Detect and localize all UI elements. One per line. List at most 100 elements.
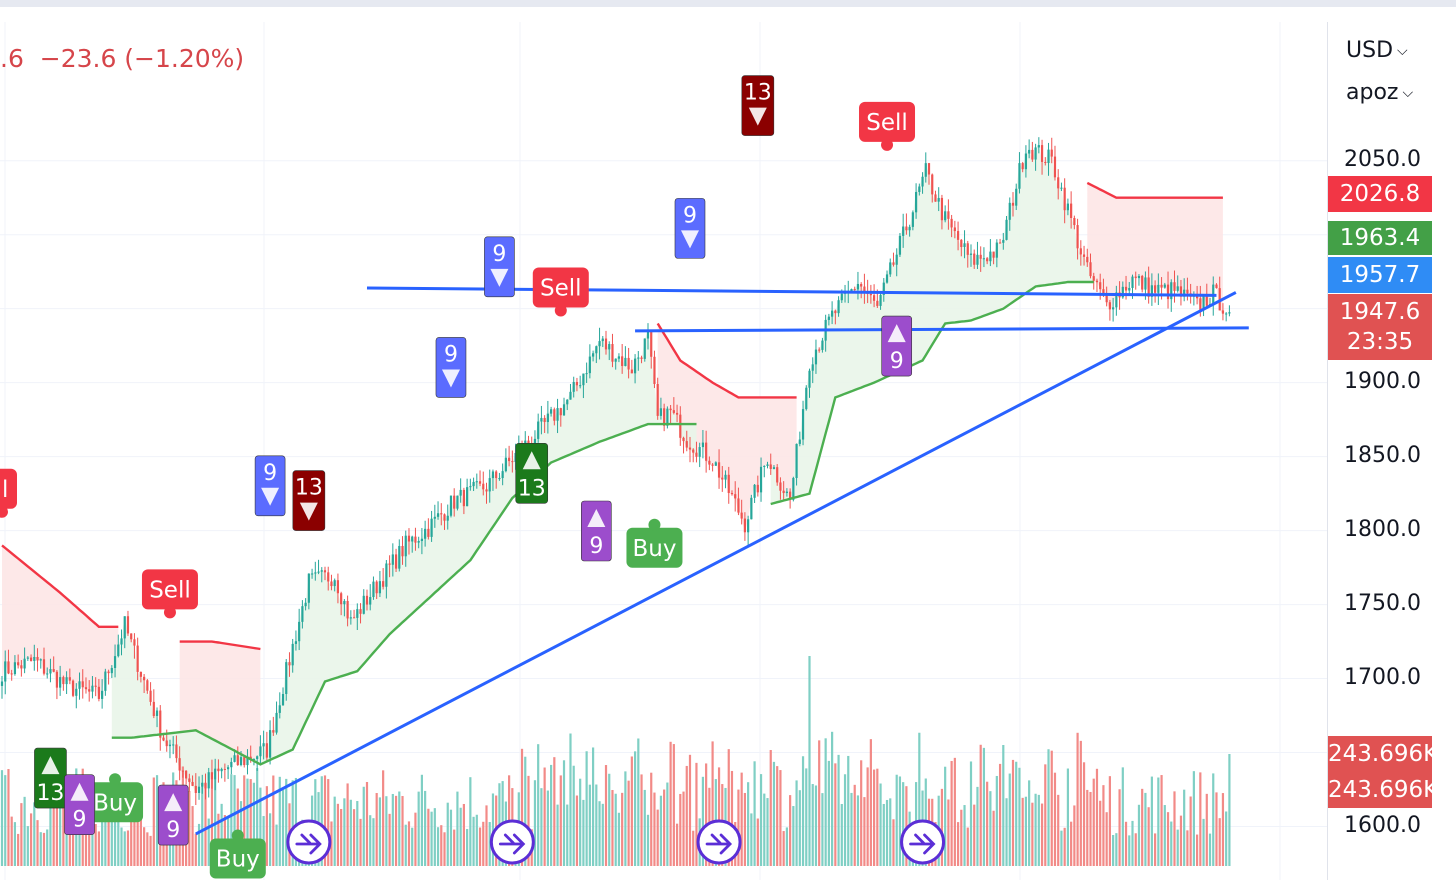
scroll-forward-icon[interactable] xyxy=(286,819,332,865)
sell-zone-fill xyxy=(657,323,797,533)
volume-bar xyxy=(669,741,672,866)
volume-bar xyxy=(1021,797,1024,866)
scroll-forward-icon[interactable] xyxy=(489,819,535,865)
volume-bar xyxy=(404,824,407,866)
candle-body xyxy=(572,381,575,392)
candle-body xyxy=(52,669,55,672)
volume-bar xyxy=(717,767,721,866)
candle-body xyxy=(821,340,824,350)
stop-bands xyxy=(2,145,1223,793)
volume-bar xyxy=(969,761,973,866)
scale-menu-label: apoz xyxy=(1346,80,1399,105)
sell-marker: ll xyxy=(0,468,17,518)
volume-bar xyxy=(659,795,663,866)
volume-bar xyxy=(705,763,708,866)
sell-marker: Sell xyxy=(532,267,589,317)
candle-body xyxy=(550,409,553,414)
price-tick-label: 1750.0 xyxy=(1344,590,1421,616)
volume-bar xyxy=(1108,776,1111,866)
volume-bar xyxy=(653,792,656,866)
price-tick-label: 1900.0 xyxy=(1344,368,1421,394)
marker-box xyxy=(157,784,189,846)
price-chart[interactable]: SellSellSellllBuyBuyBuy9999131313139999 xyxy=(0,0,1328,880)
sell-stop-line xyxy=(179,640,261,651)
candle-body xyxy=(1040,145,1044,162)
volume-bar xyxy=(133,811,136,866)
candle-body xyxy=(614,358,617,362)
sell-marker: Sell xyxy=(859,101,916,151)
candle-body xyxy=(543,417,546,423)
candle-body xyxy=(1011,202,1015,206)
candle-body xyxy=(504,457,507,472)
volume-bar xyxy=(110,797,113,866)
candle-body xyxy=(595,346,598,354)
volume-bar xyxy=(1082,762,1086,866)
candle-body xyxy=(598,341,601,347)
candle-body xyxy=(469,486,472,488)
volume-bar xyxy=(756,818,759,866)
volume-bar xyxy=(611,789,614,866)
candle-body xyxy=(679,414,682,438)
marker-box xyxy=(881,315,913,377)
volume-bar xyxy=(650,772,653,866)
marker-pin xyxy=(881,138,894,151)
candle-body xyxy=(714,462,717,466)
candle-body xyxy=(747,519,750,533)
volume-bar xyxy=(527,775,530,866)
candles xyxy=(0,137,1231,806)
volume-bar xyxy=(117,801,120,866)
scroll-forward-icon[interactable] xyxy=(696,819,742,865)
marker-pin xyxy=(0,505,8,518)
volume-bar xyxy=(194,833,197,866)
scale-menu[interactable]: apoz ⌵ xyxy=(1346,80,1413,105)
candle-body xyxy=(139,671,142,677)
marker-box xyxy=(741,75,775,136)
candle-body xyxy=(1173,282,1176,291)
volume-bar xyxy=(579,778,582,866)
candle-body xyxy=(4,661,7,682)
candle-body xyxy=(498,478,501,480)
volume-bar xyxy=(346,783,349,866)
volume-bar xyxy=(992,810,995,866)
candle-body xyxy=(1166,284,1170,300)
marker-label: Sell xyxy=(149,577,191,603)
volume-bar xyxy=(1002,744,1005,866)
currency-menu[interactable]: USD ⌵ xyxy=(1346,38,1408,63)
count_down-marker: 9 xyxy=(674,198,706,259)
volume-bar xyxy=(986,781,989,866)
marker-box xyxy=(209,838,266,879)
volume-bar xyxy=(453,829,456,866)
candle-body xyxy=(569,391,572,400)
candle-body xyxy=(394,554,398,569)
candle-body xyxy=(314,572,317,574)
volume-bar xyxy=(1150,776,1153,866)
volume-bar xyxy=(478,827,482,866)
candle-body xyxy=(960,239,963,247)
triangle-up-icon xyxy=(41,756,60,775)
scroll-forward-icon[interactable] xyxy=(900,819,946,865)
volume-bar xyxy=(230,774,233,866)
candle-body xyxy=(191,781,194,786)
volume-bar xyxy=(630,756,633,866)
candle-body xyxy=(275,712,278,733)
candle-body xyxy=(372,581,375,598)
candle-body xyxy=(411,536,414,542)
marker-box xyxy=(87,782,144,823)
candle-body xyxy=(1070,203,1073,219)
volume-bar xyxy=(475,814,478,866)
candle-body xyxy=(65,677,68,685)
candle-body xyxy=(979,254,982,259)
candle-body xyxy=(630,369,633,374)
sell-stop-line xyxy=(1,544,119,628)
volume-bar xyxy=(407,821,411,866)
volume-bar xyxy=(837,754,840,866)
candle-body xyxy=(537,421,540,439)
marker-box xyxy=(64,774,95,836)
marker-box xyxy=(435,337,467,398)
volume-bar xyxy=(275,824,278,866)
volume-bar xyxy=(847,755,850,866)
chevron-down-icon: ⌵ xyxy=(1397,43,1408,59)
volume-bar xyxy=(197,823,201,866)
candle-body xyxy=(246,756,249,766)
volume-bar xyxy=(278,776,281,866)
